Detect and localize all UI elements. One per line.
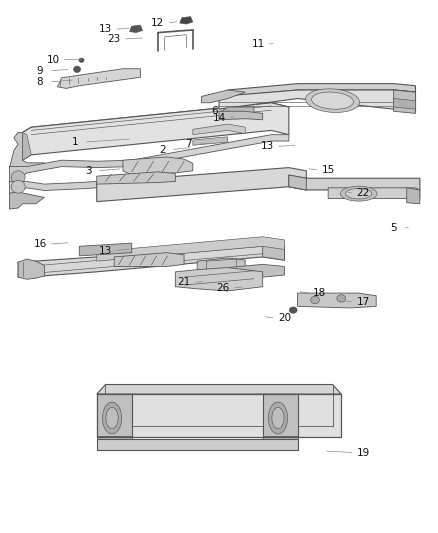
Text: 16: 16	[33, 239, 46, 249]
Polygon shape	[97, 167, 306, 201]
Polygon shape	[10, 181, 132, 195]
Polygon shape	[197, 258, 245, 273]
Text: 13: 13	[261, 141, 274, 151]
Polygon shape	[394, 99, 416, 109]
Text: 21: 21	[177, 278, 191, 287]
Polygon shape	[57, 69, 141, 88]
Polygon shape	[97, 394, 341, 437]
Polygon shape	[97, 172, 175, 184]
Ellipse shape	[74, 66, 81, 72]
Polygon shape	[97, 439, 297, 450]
Polygon shape	[130, 25, 143, 33]
Ellipse shape	[311, 296, 319, 304]
Ellipse shape	[340, 186, 377, 201]
Ellipse shape	[337, 295, 346, 302]
Text: 14: 14	[212, 112, 226, 123]
Polygon shape	[97, 435, 132, 450]
Ellipse shape	[79, 58, 84, 62]
Polygon shape	[289, 175, 306, 190]
Polygon shape	[228, 264, 285, 277]
Text: 8: 8	[37, 77, 43, 87]
Polygon shape	[219, 90, 416, 111]
Ellipse shape	[272, 407, 284, 429]
Polygon shape	[193, 137, 228, 146]
Ellipse shape	[268, 402, 288, 434]
Text: 22: 22	[357, 188, 370, 198]
Text: 18: 18	[313, 288, 326, 298]
Polygon shape	[263, 242, 285, 260]
Polygon shape	[22, 103, 289, 135]
Polygon shape	[10, 133, 44, 169]
Text: 13: 13	[99, 25, 112, 35]
Text: 9: 9	[37, 66, 43, 76]
Text: 23: 23	[108, 34, 121, 44]
Polygon shape	[263, 394, 297, 437]
Polygon shape	[263, 435, 297, 450]
Polygon shape	[289, 175, 420, 190]
Text: 6: 6	[211, 106, 218, 116]
Text: 3: 3	[85, 166, 92, 176]
Text: 12: 12	[151, 18, 165, 28]
Polygon shape	[79, 243, 132, 256]
Text: 11: 11	[252, 39, 265, 49]
Ellipse shape	[305, 89, 360, 112]
Polygon shape	[18, 242, 285, 277]
Text: 20: 20	[278, 313, 291, 323]
Polygon shape	[22, 133, 31, 160]
Polygon shape	[193, 124, 245, 135]
Text: 13: 13	[99, 246, 112, 255]
Polygon shape	[97, 394, 132, 437]
Polygon shape	[201, 90, 245, 103]
Polygon shape	[10, 192, 44, 209]
Ellipse shape	[289, 307, 297, 313]
Ellipse shape	[346, 188, 372, 199]
Text: 26: 26	[217, 283, 230, 293]
Polygon shape	[114, 253, 184, 266]
Ellipse shape	[11, 180, 25, 193]
Polygon shape	[219, 111, 263, 120]
Ellipse shape	[11, 171, 25, 183]
Text: 15: 15	[321, 165, 335, 175]
Ellipse shape	[106, 407, 118, 429]
Polygon shape	[180, 17, 193, 24]
Text: 2: 2	[159, 144, 166, 155]
Text: 5: 5	[390, 223, 397, 233]
Ellipse shape	[102, 402, 122, 434]
Text: 17: 17	[357, 297, 370, 307]
Ellipse shape	[311, 92, 353, 109]
Polygon shape	[97, 237, 285, 261]
Polygon shape	[219, 107, 254, 115]
Polygon shape	[175, 268, 263, 291]
Polygon shape	[132, 135, 289, 166]
Polygon shape	[18, 259, 44, 279]
Polygon shape	[219, 84, 416, 96]
Text: 1: 1	[71, 137, 78, 147]
Polygon shape	[394, 90, 416, 114]
Polygon shape	[22, 103, 289, 160]
Text: 7: 7	[185, 139, 192, 149]
Polygon shape	[328, 188, 420, 198]
Polygon shape	[123, 157, 193, 175]
Polygon shape	[407, 188, 420, 204]
Text: 10: 10	[46, 55, 60, 64]
Polygon shape	[97, 384, 341, 394]
Polygon shape	[394, 90, 416, 111]
Polygon shape	[10, 160, 132, 182]
Text: 19: 19	[357, 448, 370, 457]
Polygon shape	[297, 293, 376, 308]
